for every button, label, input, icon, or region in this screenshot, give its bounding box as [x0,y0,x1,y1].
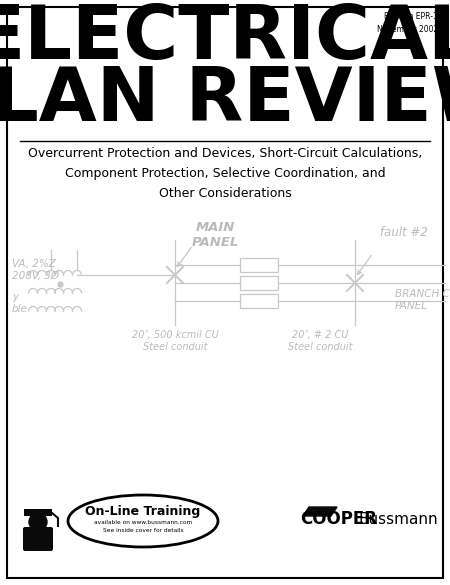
Text: 20’, # 2 CU
Steel conduit: 20’, # 2 CU Steel conduit [288,330,352,352]
Text: VA, 2%Z
208V, 3Ø: VA, 2%Z 208V, 3Ø [12,259,59,281]
Text: On-Line Training: On-Line Training [86,504,201,518]
Polygon shape [303,507,337,516]
Text: 20’, 500 kcmil CU
Steel conduit: 20’, 500 kcmil CU Steel conduit [131,330,218,352]
Text: ELECTRICAL: ELECTRICAL [0,2,450,75]
Text: Bussmann: Bussmann [358,511,437,526]
Ellipse shape [68,495,218,547]
Text: BRANCH CIR
PANEL: BRANCH CIR PANEL [395,289,450,311]
Bar [24,509,52,516]
Circle shape [29,513,47,531]
Bar [240,258,278,272]
Text: COOPER: COOPER [300,510,377,528]
Text: available on www.bussmann.com: available on www.bussmann.com [94,519,192,525]
FancyBboxPatch shape [23,527,53,551]
Text: y
ble: y ble [12,292,28,314]
Text: Bulletin EPR-1
November 2002: Bulletin EPR-1 November 2002 [377,12,438,33]
Text: PLAN REVIEW: PLAN REVIEW [0,64,450,137]
Bar [240,294,278,308]
Text: See inside cover for details: See inside cover for details [103,528,183,534]
Text: Overcurrent Protection and Devices, Short-Circuit Calculations,
Component Protec: Overcurrent Protection and Devices, Shor… [28,147,422,200]
Bar [240,276,278,290]
Text: MAIN
PANEL: MAIN PANEL [191,221,238,249]
Text: fault #2: fault #2 [380,226,428,239]
